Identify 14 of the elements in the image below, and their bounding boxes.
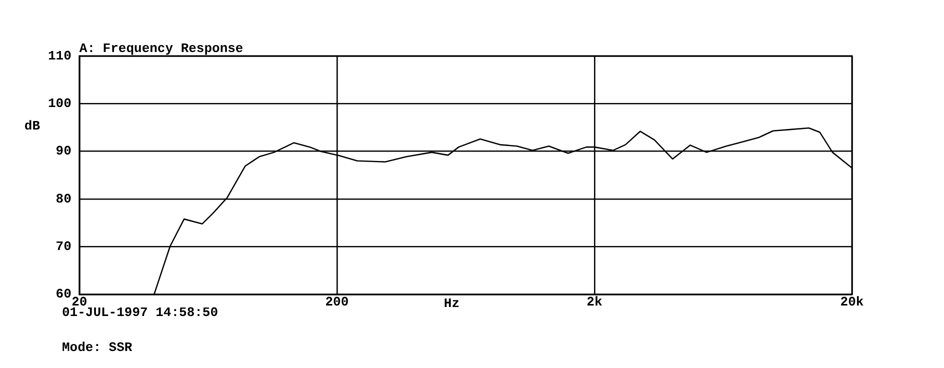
- x-tick-label: 200: [325, 294, 349, 310]
- chart-title: A: Frequency Response: [79, 40, 244, 56]
- x-tick-label: 2k: [586, 294, 602, 310]
- text: 01-JUL-1997 14:58:50: [62, 305, 218, 320]
- x-tick-label: 20k: [840, 294, 864, 310]
- y-tick-label: 80: [56, 191, 72, 206]
- y-tick-label: 70: [56, 239, 72, 254]
- y-tick-label: 110: [48, 48, 72, 64]
- y-tick-label: 100: [48, 96, 72, 111]
- x-axis-title: Hz: [444, 296, 460, 312]
- y-axis-title: dB: [24, 118, 40, 134]
- y-tick-label: 60: [56, 286, 72, 302]
- y-tick-label: 90: [56, 144, 72, 159]
- text: Mode: SSR: [62, 340, 132, 355]
